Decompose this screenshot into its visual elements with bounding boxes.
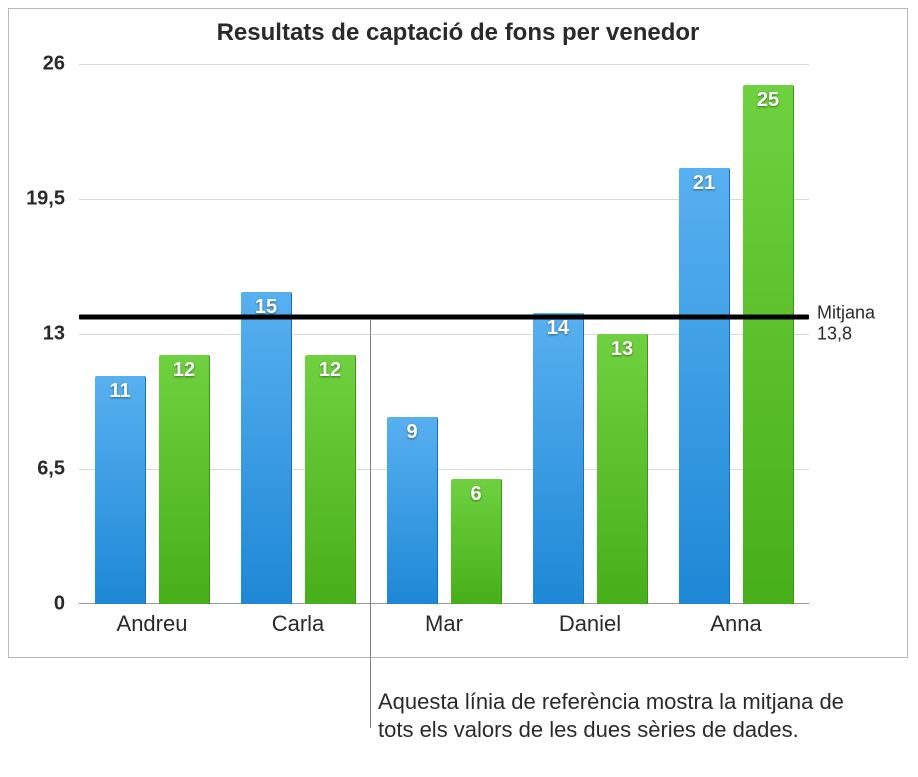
reference-line-label-title: Mitjana xyxy=(817,303,875,324)
y-tick-label: 6,5 xyxy=(37,458,65,481)
reference-line-label: Mitjana 13,8 xyxy=(817,303,875,344)
bar-series2: 13 xyxy=(597,334,648,604)
gridline xyxy=(79,64,809,65)
x-tick-label: Andreu xyxy=(117,611,188,637)
bar-series2: 6 xyxy=(451,479,502,604)
chart-title: Resultats de captació de fons per venedo… xyxy=(9,19,907,47)
bar-series1: 11 xyxy=(95,376,146,604)
bar-value-label: 6 xyxy=(451,483,501,506)
x-tick-label: Mar xyxy=(425,611,463,637)
bar-series2: 12 xyxy=(159,355,210,604)
bar-value-label: 14 xyxy=(533,317,583,340)
bar-value-label: 11 xyxy=(95,380,145,403)
y-tick-label: 13 xyxy=(43,323,65,346)
y-tick-label: 0 xyxy=(54,593,65,616)
reference-line xyxy=(79,315,809,320)
chart-container: Resultats de captació de fons per venedo… xyxy=(8,8,908,658)
bar-value-label: 12 xyxy=(305,359,355,382)
y-tick-label: 19,5 xyxy=(26,188,65,211)
x-axis-labels: Andreu Carla Mar Daniel Anna xyxy=(79,609,809,649)
bar-value-label: 13 xyxy=(597,338,647,361)
bar-value-label: 25 xyxy=(743,89,793,112)
bar-value-label: 21 xyxy=(679,172,729,195)
x-tick-label: Anna xyxy=(710,611,761,637)
y-tick-label: 26 xyxy=(43,53,65,76)
bar-series1: 9 xyxy=(387,417,438,604)
x-tick-label: Daniel xyxy=(559,611,621,637)
bar-series1: 14 xyxy=(533,313,584,604)
y-axis-labels: 06,51319,526 xyxy=(9,64,73,604)
callout-text: Aquesta línia de referència mostra la mi… xyxy=(378,688,848,743)
bar-value-label: 9 xyxy=(387,421,437,444)
reference-line-label-value: 13,8 xyxy=(817,323,875,344)
callout-connector-line xyxy=(370,319,371,728)
x-tick-label: Carla xyxy=(272,611,325,637)
bar-series2: 25 xyxy=(743,85,794,604)
plot-area: 11 12 15 12 9 6 14 13 21 25 xyxy=(79,64,809,604)
bar-value-label: 12 xyxy=(159,359,209,382)
bar-series1: 15 xyxy=(241,292,292,604)
bar-series1: 21 xyxy=(679,168,730,604)
bar-series2: 12 xyxy=(305,355,356,604)
